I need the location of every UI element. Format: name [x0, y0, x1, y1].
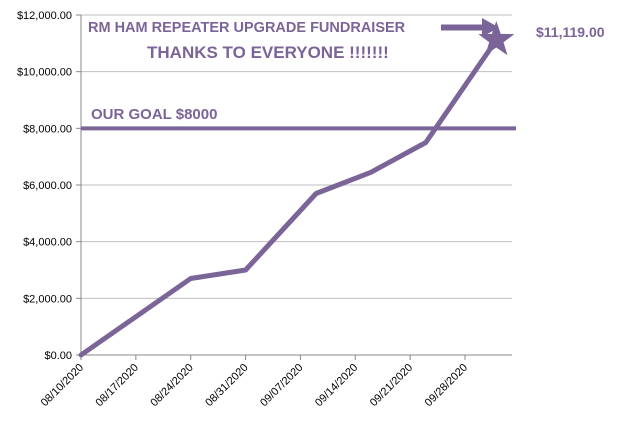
y-tick-label: $6,000.00 [23, 180, 72, 192]
total-label: $11,119.00 [536, 24, 605, 40]
x-tick-label: 08/31/2020 [203, 362, 250, 409]
y-tick-label: $0.00 [44, 350, 72, 362]
arrow-right-icon [482, 18, 499, 37]
y-tick-label: $4,000.00 [23, 237, 72, 249]
y-tick-label: $2,000.00 [23, 293, 72, 305]
y-tick-label: $10,000.00 [17, 67, 72, 79]
x-tick-label: 08/24/2020 [148, 362, 195, 409]
fundraising-series-line [78, 37, 499, 358]
x-tick-label: 09/07/2020 [258, 362, 305, 409]
arrow-shaft [441, 24, 484, 31]
y-tick-label: $12,000.00 [17, 10, 72, 22]
chart-subtitle: THANKS TO EVERYONE !!!!!!! [147, 43, 389, 62]
chart-title: RM HAM REPEATER UPGRADE FUNDRAISER [88, 20, 406, 36]
y-tick-label: $8,000.00 [23, 123, 72, 135]
x-tick-label: 08/17/2020 [94, 362, 141, 409]
series-layer [78, 37, 499, 358]
goal-label: OUR GOAL $8000 [91, 106, 217, 123]
x-tick-label: 09/28/2020 [423, 362, 470, 409]
annotation-layer: RM HAM REPEATER UPGRADE FUNDRAISER THANK… [88, 18, 605, 123]
x-tick-label: 09/14/2020 [313, 362, 360, 409]
total-star-icon [478, 21, 515, 56]
x-tick-label: 09/21/2020 [368, 362, 415, 409]
x-tick-label: 08/10/2020 [39, 362, 86, 409]
